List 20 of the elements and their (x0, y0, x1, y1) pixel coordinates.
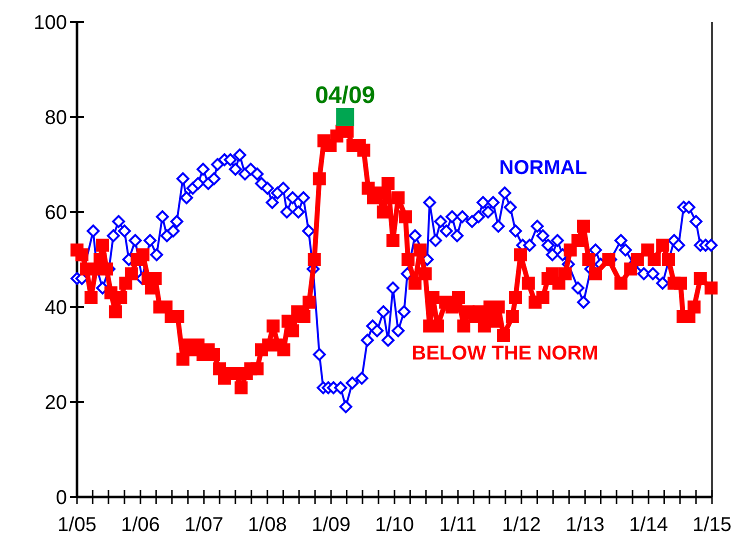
x-tick-label: 1/06 (120, 514, 160, 536)
x-tick-label: 1/08 (248, 514, 287, 536)
y-tick-label: 100 (34, 12, 67, 34)
x-tick-label: 1/12 (502, 514, 541, 536)
annotation: 04/09 (315, 82, 376, 109)
series-label: BELOW THE NORM (412, 342, 598, 364)
series-label: NORMAL (499, 157, 588, 179)
y-tick-label: 0 (56, 487, 67, 509)
x-tick-label: 1/15 (692, 514, 732, 536)
y-tick-label: 20 (44, 392, 67, 414)
x-tick-label: 1/07 (184, 514, 224, 536)
x-tick-label: 1/11 (439, 514, 477, 536)
x-tick-label: 1/10 (375, 514, 414, 536)
y-tick-label: 80 (44, 107, 67, 129)
x-tick-label: 1/13 (566, 514, 605, 536)
y-tick-label: 60 (44, 202, 67, 224)
x-tick-label: 1/09 (312, 514, 351, 536)
x-tick-label: 1/05 (58, 514, 96, 536)
y-tick-label: 40 (44, 297, 67, 319)
x-tick-label: 1/14 (629, 514, 668, 536)
